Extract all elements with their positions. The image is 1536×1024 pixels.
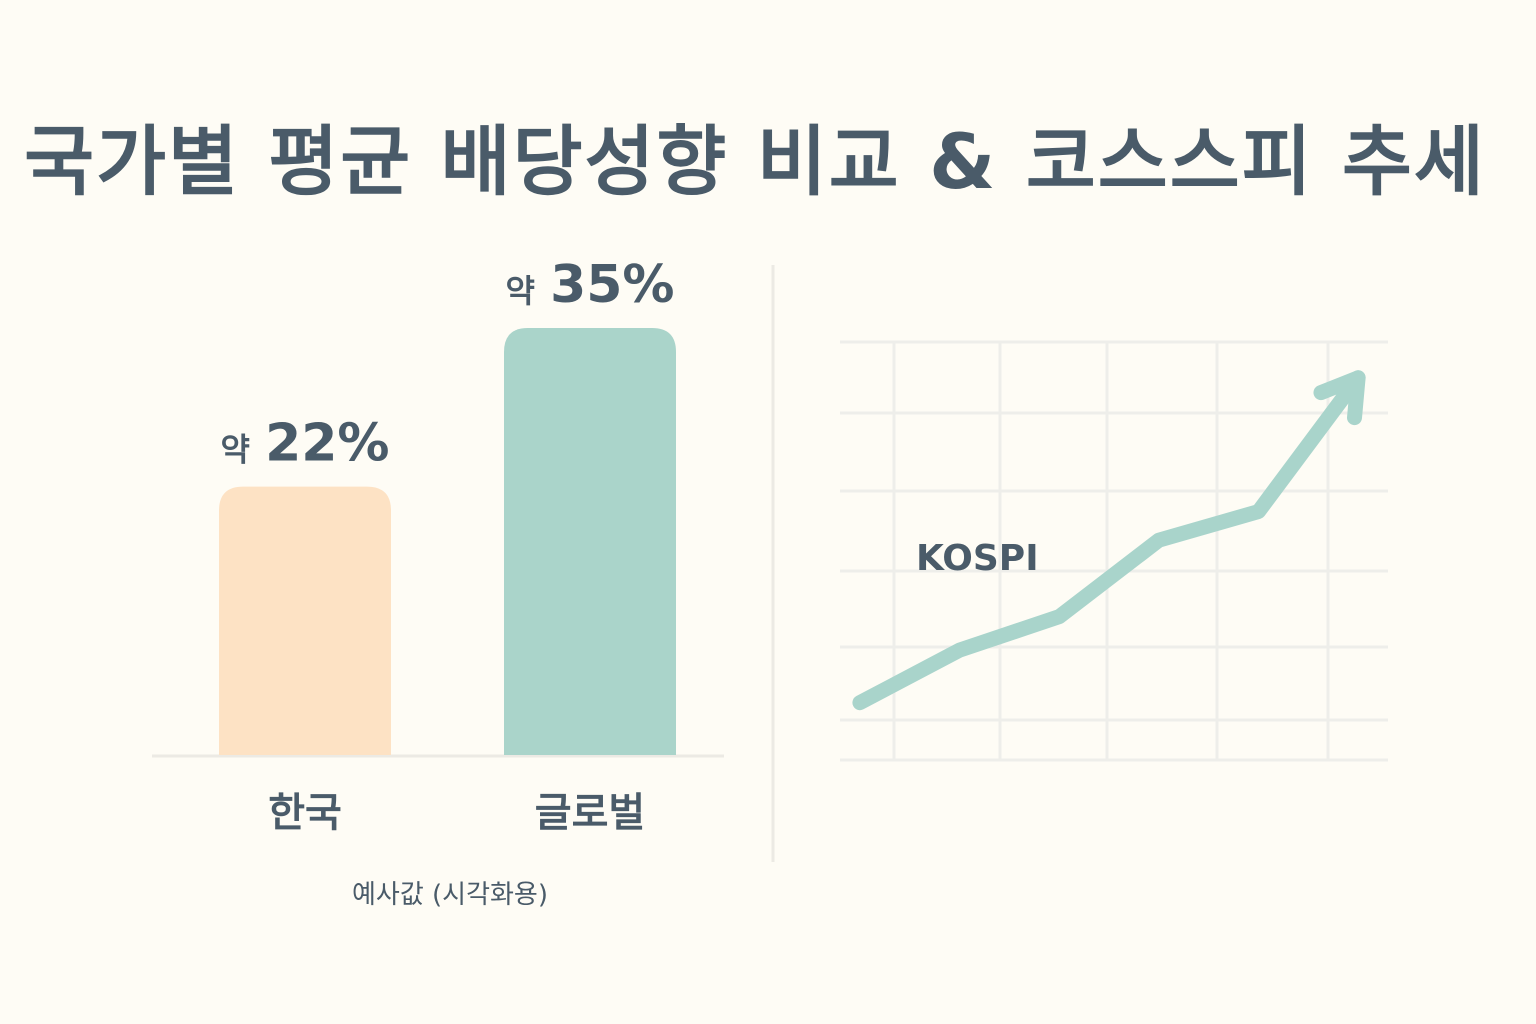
bar-korea	[219, 486, 391, 755]
bar-global	[504, 328, 676, 755]
category-label: 한국	[268, 790, 342, 836]
example-note: 예사값 (시각화용)	[352, 880, 548, 910]
line-chart-series: KOSPI	[852, 370, 1366, 711]
bar-chart: 약 22% 한국 약 35% 글로벌	[152, 255, 724, 836]
bar-value-label: 약 22%	[220, 414, 389, 474]
kospi-line	[852, 370, 1366, 711]
bar-value-label: 약 35%	[505, 255, 674, 315]
kospi-series-label: KOSPI	[916, 538, 1039, 579]
line-chart: KOSPI	[840, 340, 1388, 762]
kospi-arrowhead	[1313, 370, 1366, 426]
category-label: 글로벌	[535, 790, 645, 836]
page-title: 국가별 평균 배당성향 비교 & 코스스피 추세	[24, 117, 1486, 206]
